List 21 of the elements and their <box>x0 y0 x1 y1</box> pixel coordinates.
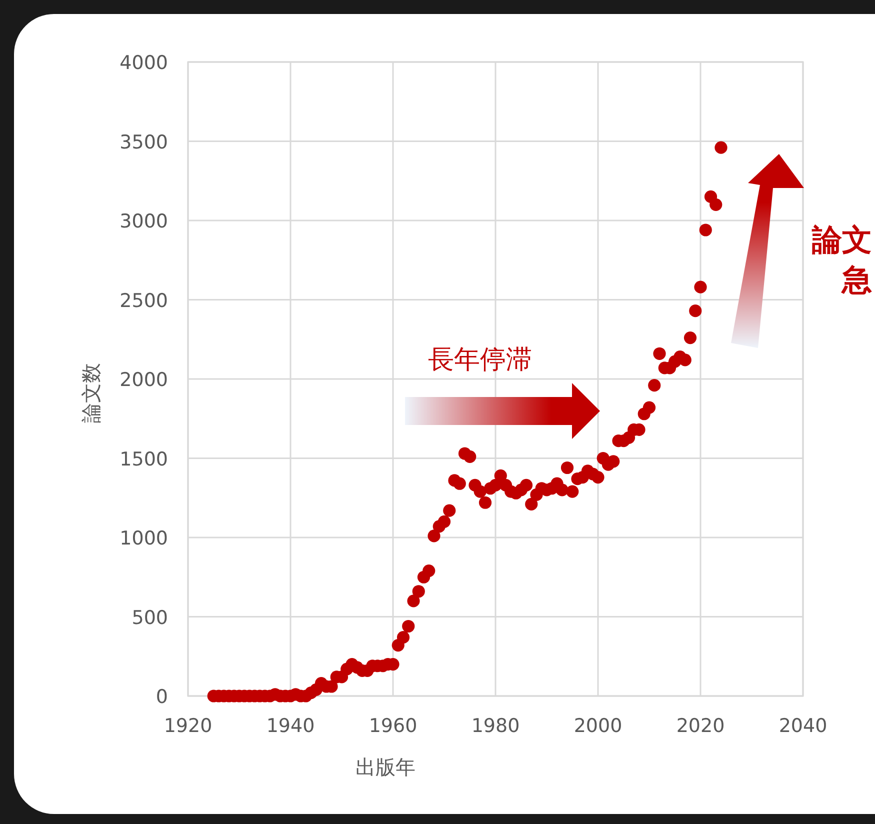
y-tick-label: 3000 <box>120 210 168 232</box>
y-tick-label: 3500 <box>120 131 168 154</box>
text: 急 <box>841 263 872 298</box>
x-tick-label: 1940 <box>266 715 315 737</box>
y-tick-label: 1000 <box>120 528 168 550</box>
y-axis-title: 論文数 <box>79 363 103 423</box>
y-tick-label: 2500 <box>120 290 168 312</box>
y-tick-label: 2000 <box>120 369 168 391</box>
y-tick-label: 1500 <box>120 448 168 470</box>
y-tick-label: 0 <box>156 686 168 708</box>
y-tick-label: 500 <box>132 606 168 629</box>
x-tick-label: 2000 <box>574 715 622 737</box>
x-tick-label: 2040 <box>778 715 828 737</box>
x-tick-label: 1920 <box>164 715 212 737</box>
x-tick-label: 1960 <box>368 715 418 737</box>
annotation: 長年停滞 <box>428 345 532 375</box>
x-tick-label: 2020 <box>676 715 725 737</box>
x-axis-title: 出版年 <box>356 755 416 779</box>
x-tick-label: 1980 <box>471 715 520 737</box>
text: 論文 <box>811 223 872 258</box>
y-tick-label: 4000 <box>120 52 168 74</box>
